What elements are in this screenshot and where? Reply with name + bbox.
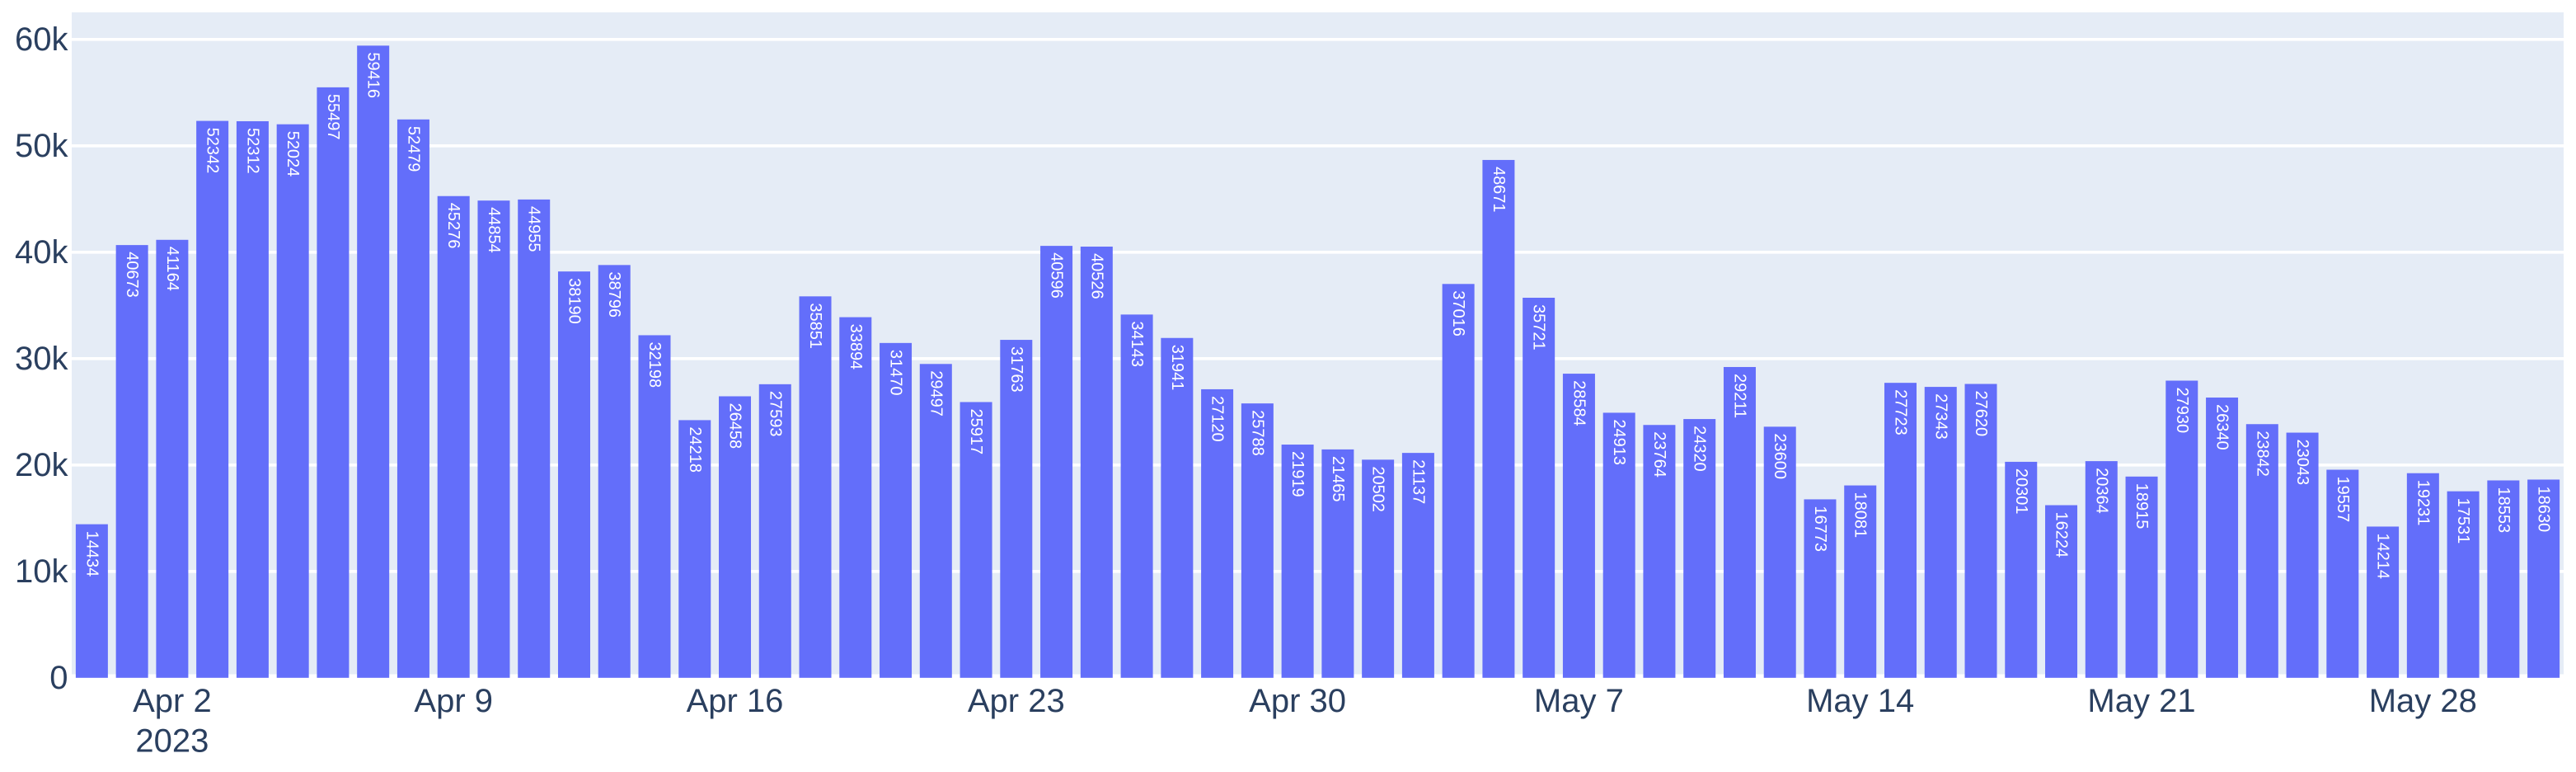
svg-text:28584: 28584: [1570, 380, 1588, 426]
svg-text:24218: 24218: [686, 426, 704, 473]
svg-text:May 21: May 21: [2087, 683, 2195, 719]
svg-text:18630: 18630: [2535, 486, 2553, 532]
svg-text:20301: 20301: [2012, 468, 2030, 515]
svg-text:40673: 40673: [123, 252, 141, 298]
svg-text:25788: 25788: [1248, 410, 1266, 456]
svg-text:27930: 27930: [2173, 388, 2191, 434]
svg-text:21465: 21465: [1329, 456, 1347, 502]
svg-text:27620: 27620: [1972, 391, 1990, 437]
svg-text:26340: 26340: [2213, 404, 2231, 450]
svg-text:Apr 30: Apr 30: [1249, 683, 1346, 719]
svg-text:2023: 2023: [135, 723, 209, 760]
svg-text:48671: 48671: [1490, 167, 1508, 213]
svg-text:May 7: May 7: [1534, 683, 1624, 719]
svg-text:44854: 44854: [485, 207, 503, 253]
svg-text:19557: 19557: [2334, 477, 2352, 523]
svg-text:33894: 33894: [847, 324, 865, 370]
svg-text:55497: 55497: [324, 94, 342, 140]
svg-text:31763: 31763: [1007, 346, 1025, 393]
svg-text:26458: 26458: [726, 402, 744, 449]
svg-text:30k: 30k: [15, 341, 68, 377]
svg-text:21919: 21919: [1288, 451, 1307, 497]
svg-text:0: 0: [49, 660, 68, 696]
svg-text:31941: 31941: [1168, 345, 1186, 391]
svg-text:52479: 52479: [404, 126, 422, 172]
svg-text:16773: 16773: [1811, 506, 1829, 552]
svg-text:37016: 37016: [1449, 290, 1467, 337]
svg-text:35851: 35851: [806, 303, 824, 349]
svg-text:38190: 38190: [565, 278, 583, 324]
svg-text:10k: 10k: [15, 553, 68, 590]
svg-text:29211: 29211: [1730, 374, 1748, 418]
svg-text:41164: 41164: [163, 247, 181, 291]
svg-text:20364: 20364: [2092, 468, 2110, 514]
svg-text:35721: 35721: [1530, 304, 1548, 351]
svg-text:14434: 14434: [82, 531, 101, 577]
svg-text:29497: 29497: [927, 370, 945, 417]
svg-text:16224: 16224: [2053, 512, 2071, 558]
svg-text:25917: 25917: [967, 408, 985, 454]
svg-text:20k: 20k: [15, 447, 68, 483]
svg-text:Apr 2: Apr 2: [133, 683, 212, 719]
svg-text:20502: 20502: [1369, 466, 1387, 512]
svg-text:19231: 19231: [2414, 480, 2432, 526]
svg-text:18915: 18915: [2133, 483, 2151, 530]
svg-text:23842: 23842: [2253, 431, 2271, 477]
svg-text:44955: 44955: [525, 206, 543, 252]
svg-text:59416: 59416: [364, 52, 382, 98]
svg-text:May 14: May 14: [1806, 683, 1914, 719]
svg-text:21137: 21137: [1409, 459, 1427, 504]
svg-text:60k: 60k: [15, 21, 68, 58]
svg-text:24320: 24320: [1691, 426, 1709, 472]
svg-text:18081: 18081: [1851, 492, 1870, 539]
svg-text:52312: 52312: [243, 128, 261, 174]
svg-text:32198: 32198: [645, 341, 664, 388]
svg-text:17531: 17531: [2454, 498, 2472, 544]
svg-text:52024: 52024: [284, 131, 302, 177]
svg-text:31470: 31470: [887, 350, 905, 396]
svg-text:27723: 27723: [1891, 389, 1909, 435]
svg-text:40526: 40526: [1087, 253, 1105, 299]
svg-text:52342: 52342: [204, 128, 222, 174]
svg-text:Apr 23: Apr 23: [968, 683, 1065, 719]
svg-text:23764: 23764: [1650, 431, 1668, 478]
svg-text:45276: 45276: [444, 203, 462, 249]
svg-text:38796: 38796: [605, 271, 623, 318]
svg-text:18553: 18553: [2494, 487, 2513, 533]
svg-text:May 28: May 28: [2369, 683, 2477, 719]
svg-text:24913: 24913: [1610, 419, 1628, 465]
svg-text:40596: 40596: [1048, 252, 1066, 299]
svg-text:14214: 14214: [2374, 533, 2392, 579]
svg-text:27120: 27120: [1208, 396, 1227, 442]
svg-text:34143: 34143: [1128, 321, 1146, 367]
svg-text:Apr 16: Apr 16: [687, 683, 784, 719]
svg-text:23600: 23600: [1771, 433, 1789, 479]
svg-text:23043: 23043: [2293, 440, 2311, 486]
svg-text:27343: 27343: [1931, 393, 1950, 440]
svg-text:Apr 9: Apr 9: [414, 683, 493, 719]
svg-text:27593: 27593: [766, 391, 784, 437]
svg-text:40k: 40k: [15, 234, 68, 271]
svg-text:50k: 50k: [15, 128, 68, 164]
